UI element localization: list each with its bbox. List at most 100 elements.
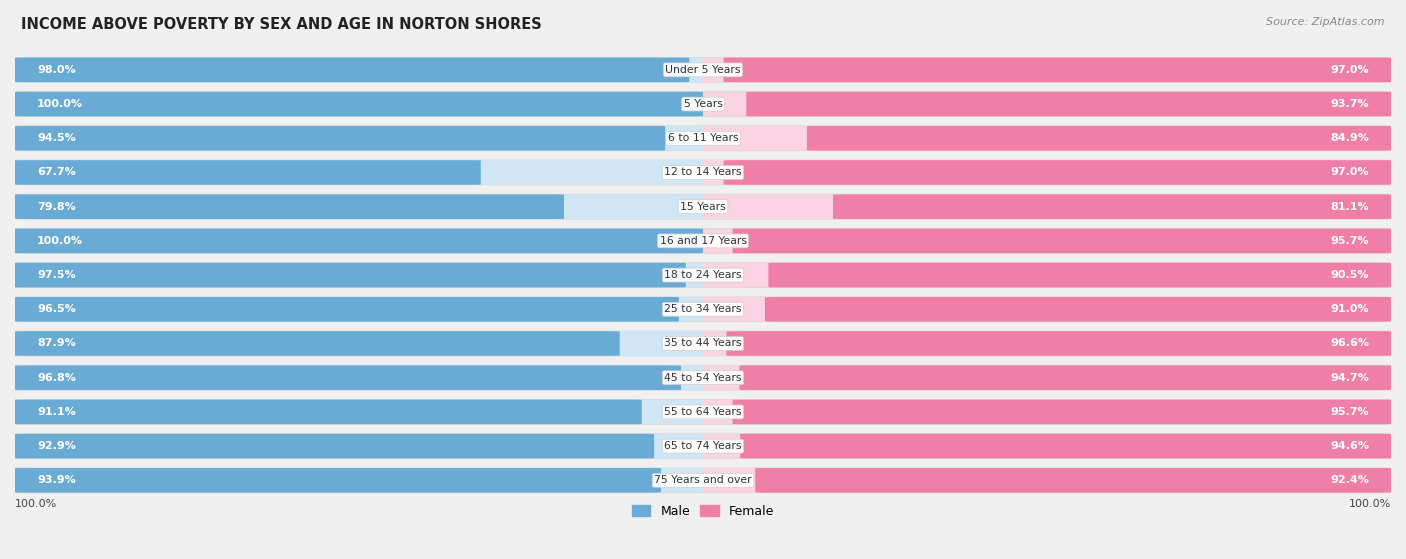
- Text: 96.5%: 96.5%: [37, 304, 76, 314]
- FancyBboxPatch shape: [15, 58, 703, 82]
- FancyBboxPatch shape: [15, 92, 1391, 116]
- FancyBboxPatch shape: [15, 468, 661, 492]
- Text: 100.0%: 100.0%: [37, 236, 83, 246]
- FancyBboxPatch shape: [703, 400, 1391, 424]
- Text: 98.0%: 98.0%: [37, 65, 76, 75]
- FancyBboxPatch shape: [15, 331, 620, 356]
- FancyBboxPatch shape: [15, 195, 1391, 219]
- FancyBboxPatch shape: [15, 400, 703, 424]
- Text: 94.7%: 94.7%: [1330, 373, 1369, 383]
- FancyBboxPatch shape: [765, 297, 1391, 321]
- FancyBboxPatch shape: [832, 195, 1391, 219]
- Text: 65 to 74 Years: 65 to 74 Years: [664, 441, 742, 451]
- FancyBboxPatch shape: [15, 434, 654, 458]
- Text: 91.0%: 91.0%: [1330, 304, 1369, 314]
- FancyBboxPatch shape: [15, 400, 641, 424]
- Text: 90.5%: 90.5%: [1330, 270, 1369, 280]
- Text: 25 to 34 Years: 25 to 34 Years: [664, 304, 742, 314]
- FancyBboxPatch shape: [15, 92, 703, 116]
- FancyBboxPatch shape: [15, 263, 686, 287]
- Text: 91.1%: 91.1%: [37, 407, 76, 417]
- FancyBboxPatch shape: [15, 468, 1391, 492]
- FancyBboxPatch shape: [15, 160, 703, 185]
- FancyBboxPatch shape: [15, 468, 703, 492]
- Text: 100.0%: 100.0%: [37, 99, 83, 109]
- FancyBboxPatch shape: [703, 126, 1391, 150]
- FancyBboxPatch shape: [703, 58, 1391, 82]
- FancyBboxPatch shape: [15, 297, 679, 321]
- FancyBboxPatch shape: [15, 160, 1391, 185]
- Text: 6 to 11 Years: 6 to 11 Years: [668, 133, 738, 143]
- FancyBboxPatch shape: [703, 297, 1391, 321]
- FancyBboxPatch shape: [733, 400, 1391, 424]
- FancyBboxPatch shape: [15, 366, 703, 390]
- Text: Under 5 Years: Under 5 Years: [665, 65, 741, 75]
- Text: 92.4%: 92.4%: [1330, 475, 1369, 485]
- Text: 97.0%: 97.0%: [1330, 168, 1369, 177]
- FancyBboxPatch shape: [703, 229, 1391, 253]
- FancyBboxPatch shape: [15, 297, 703, 321]
- FancyBboxPatch shape: [15, 195, 564, 219]
- Text: 97.0%: 97.0%: [1330, 65, 1369, 75]
- FancyBboxPatch shape: [15, 229, 703, 253]
- FancyBboxPatch shape: [15, 229, 703, 253]
- Text: 96.8%: 96.8%: [37, 373, 76, 383]
- FancyBboxPatch shape: [15, 331, 1391, 356]
- Text: 87.9%: 87.9%: [37, 339, 76, 348]
- Text: 75 Years and over: 75 Years and over: [654, 475, 752, 485]
- Text: 97.5%: 97.5%: [37, 270, 76, 280]
- FancyBboxPatch shape: [15, 263, 1391, 287]
- FancyBboxPatch shape: [724, 160, 1391, 185]
- FancyBboxPatch shape: [703, 331, 1391, 356]
- Text: INCOME ABOVE POVERTY BY SEX AND AGE IN NORTON SHORES: INCOME ABOVE POVERTY BY SEX AND AGE IN N…: [21, 17, 541, 32]
- FancyBboxPatch shape: [15, 58, 689, 82]
- Text: 93.9%: 93.9%: [37, 475, 76, 485]
- FancyBboxPatch shape: [727, 331, 1391, 356]
- FancyBboxPatch shape: [15, 263, 703, 287]
- FancyBboxPatch shape: [15, 434, 1391, 458]
- FancyBboxPatch shape: [807, 126, 1391, 150]
- FancyBboxPatch shape: [703, 434, 1391, 458]
- Text: 45 to 54 Years: 45 to 54 Years: [664, 373, 742, 383]
- FancyBboxPatch shape: [15, 400, 1391, 424]
- FancyBboxPatch shape: [733, 229, 1391, 253]
- FancyBboxPatch shape: [15, 331, 703, 356]
- Text: Source: ZipAtlas.com: Source: ZipAtlas.com: [1267, 17, 1385, 27]
- FancyBboxPatch shape: [15, 366, 1391, 390]
- Text: 94.6%: 94.6%: [1330, 441, 1369, 451]
- Text: 94.5%: 94.5%: [37, 133, 76, 143]
- FancyBboxPatch shape: [15, 297, 1391, 321]
- FancyBboxPatch shape: [15, 126, 665, 150]
- Text: 100.0%: 100.0%: [15, 500, 58, 509]
- FancyBboxPatch shape: [703, 195, 1391, 219]
- Text: 84.9%: 84.9%: [1330, 133, 1369, 143]
- Text: 92.9%: 92.9%: [37, 441, 76, 451]
- Text: 81.1%: 81.1%: [1330, 202, 1369, 212]
- FancyBboxPatch shape: [15, 160, 481, 185]
- Text: 16 and 17 Years: 16 and 17 Years: [659, 236, 747, 246]
- FancyBboxPatch shape: [740, 434, 1391, 458]
- Text: 55 to 64 Years: 55 to 64 Years: [664, 407, 742, 417]
- Text: 67.7%: 67.7%: [37, 168, 76, 177]
- Text: 93.7%: 93.7%: [1330, 99, 1369, 109]
- Text: 5 Years: 5 Years: [683, 99, 723, 109]
- FancyBboxPatch shape: [768, 263, 1391, 287]
- FancyBboxPatch shape: [15, 366, 681, 390]
- FancyBboxPatch shape: [703, 92, 1391, 116]
- FancyBboxPatch shape: [15, 434, 703, 458]
- FancyBboxPatch shape: [15, 126, 1391, 150]
- FancyBboxPatch shape: [15, 58, 1391, 82]
- FancyBboxPatch shape: [15, 126, 703, 150]
- Text: 79.8%: 79.8%: [37, 202, 76, 212]
- FancyBboxPatch shape: [703, 366, 1391, 390]
- FancyBboxPatch shape: [703, 160, 1391, 185]
- Legend: Male, Female: Male, Female: [627, 500, 779, 523]
- Text: 95.7%: 95.7%: [1330, 407, 1369, 417]
- Text: 18 to 24 Years: 18 to 24 Years: [664, 270, 742, 280]
- FancyBboxPatch shape: [15, 229, 1391, 253]
- Text: 96.6%: 96.6%: [1330, 339, 1369, 348]
- FancyBboxPatch shape: [15, 195, 703, 219]
- FancyBboxPatch shape: [703, 468, 1391, 492]
- Text: 95.7%: 95.7%: [1330, 236, 1369, 246]
- FancyBboxPatch shape: [15, 92, 703, 116]
